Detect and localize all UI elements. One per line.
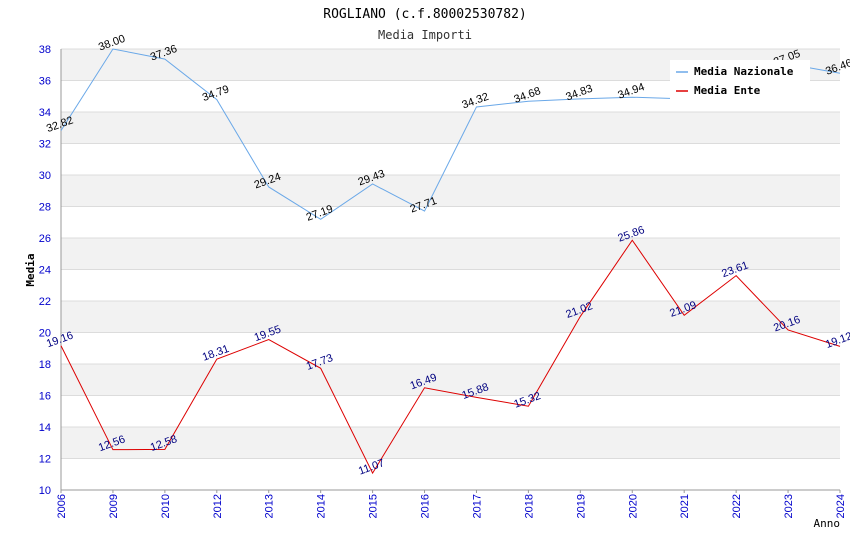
legend-label-ente: Media Ente [694, 84, 761, 97]
legend: Media Nazionale Media Ente [670, 60, 810, 100]
gridlines [61, 48, 840, 491]
x-tick-labels: 2006 2009 2010 2012 2013 2014 2015 2016 2017 2018… [56, 490, 847, 518]
x-tick-label: 2006 [56, 494, 68, 518]
band [61, 458, 840, 490]
band [61, 175, 840, 207]
band [61, 238, 840, 270]
x-tick-label: 2018 [523, 494, 535, 518]
y-tick-label: 30 [39, 170, 51, 182]
band [61, 332, 840, 364]
x-tick-label: 2016 [420, 494, 432, 518]
x-tick-label: 2022 [731, 494, 743, 518]
x-tick-label: 2012 [212, 494, 224, 518]
y-tick-label: 12 [39, 454, 51, 466]
band [61, 206, 840, 238]
y-tick-label: 38 [39, 44, 51, 56]
series-line-ente [60, 239, 841, 475]
x-tick-label: 2010 [160, 494, 172, 518]
chart-subtitle: Media Importi [378, 28, 472, 42]
plot-background-bands [61, 49, 840, 490]
x-tick-label: 2021 [679, 494, 691, 518]
x-tick-label: 2020 [627, 494, 639, 518]
y-tick-label: 26 [39, 233, 51, 245]
y-tick-label: 28 [39, 202, 51, 214]
band [61, 427, 840, 459]
x-tick-label: 2009 [108, 494, 120, 518]
band [61, 112, 840, 144]
y-tick-label: 22 [39, 296, 51, 308]
legend-label-nazionale: Media Nazionale [694, 65, 794, 78]
x-tick-label: 2019 [575, 494, 587, 518]
y-tick-label: 14 [39, 422, 51, 434]
y-tick-label: 10 [39, 485, 51, 497]
y-tick-label: 16 [39, 391, 51, 403]
y-tick-label: 24 [39, 265, 51, 277]
x-tick-label: 2013 [264, 494, 276, 518]
y-tick-label: 20 [39, 328, 51, 340]
band [61, 364, 840, 396]
y-axis-label: Media [24, 253, 37, 286]
y-tick-label: 36 [39, 76, 51, 88]
x-tick-label: 2014 [316, 494, 328, 518]
x-tick-label: 2024 [835, 494, 847, 518]
band [61, 395, 840, 427]
x-tick-label: 2023 [783, 494, 795, 518]
legend-box [670, 60, 810, 100]
x-tick-label: 2015 [368, 494, 380, 518]
x-axis-label: Anno [814, 517, 841, 530]
y-tick-label: 18 [39, 359, 51, 371]
y-tick-label: 34 [39, 107, 51, 119]
y-tick-label: 32 [39, 139, 51, 151]
y-tick-labels: 10 12 14 16 18 20 22 24 26 28 30 32 34 36 38 [39, 44, 51, 497]
band [61, 301, 840, 333]
x-tick-label: 2017 [471, 494, 483, 518]
chart-title: ROGLIANO (c.f.80002530782) [323, 7, 527, 22]
